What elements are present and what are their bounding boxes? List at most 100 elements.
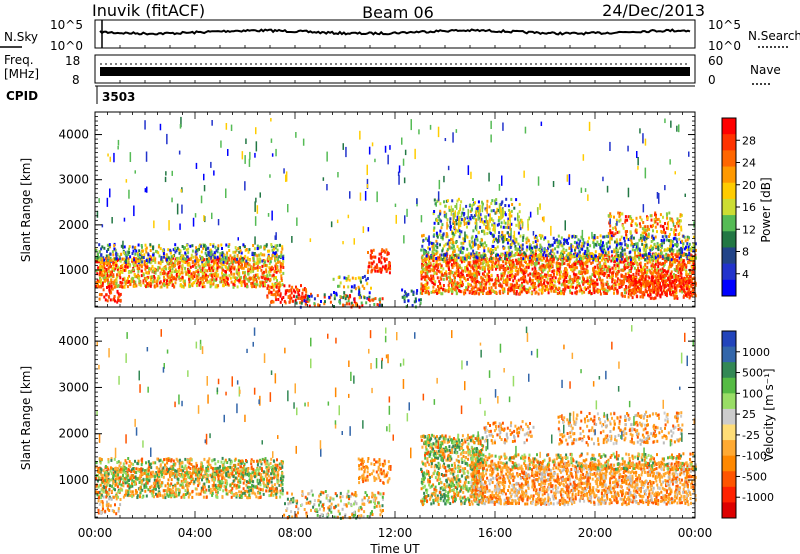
range-gate-cell [444, 273, 447, 277]
range-gate-cell [550, 279, 553, 283]
range-gate-cell [96, 279, 99, 283]
range-gate-cell [560, 243, 563, 247]
range-gate-cell [558, 277, 561, 281]
range-gate-cell [276, 279, 278, 283]
range-gate-cell [452, 250, 454, 254]
range-gate-cell [436, 291, 439, 295]
range-gate-cell [475, 272, 478, 276]
range-gate-cell [589, 244, 592, 248]
range-gate-cell [254, 266, 257, 270]
range-gate-cell [426, 272, 429, 276]
range-gate-cell [517, 278, 520, 282]
range-gate-cell [297, 296, 300, 300]
range-gate-cell [568, 265, 571, 268]
range-gate-cell [603, 291, 606, 295]
range-gate-cell [468, 242, 471, 246]
range-gate-cell [217, 273, 220, 277]
range-gate-cell [669, 272, 672, 276]
range-gate-cell [422, 238, 425, 242]
range-gate-cell [258, 253, 261, 257]
range-gate-cell [420, 271, 423, 274]
range-gate-cell [661, 235, 664, 239]
range-gate-cell [519, 268, 522, 272]
range-gate-cell [181, 264, 184, 268]
range-gate-cell [603, 273, 606, 277]
range-gate-cell [174, 247, 176, 251]
range-gate-cell [456, 286, 459, 290]
range-gate-cell [450, 237, 452, 241]
range-gate-cell [256, 268, 259, 272]
range-gate-cell [372, 260, 375, 264]
range-gate-cell [209, 266, 212, 270]
range-gate-cell [487, 267, 490, 271]
range-gate-cell [281, 245, 284, 249]
range-gate-cell [642, 268, 645, 272]
range-gate-cell [466, 273, 468, 277]
range-gate-cell [438, 258, 441, 262]
range-gate-cell [475, 267, 478, 271]
range-gate-cell [519, 253, 522, 257]
range-gate-cell [166, 262, 169, 266]
range-gate-cell [535, 252, 537, 256]
range-gate-cell [185, 257, 187, 261]
range-gate-cell [152, 280, 154, 284]
range-gate-cell [678, 263, 681, 267]
range-gate-cell [425, 264, 428, 268]
range-gate-cell [602, 244, 605, 248]
range-gate-cell [146, 262, 148, 266]
range-gate-cell [181, 259, 184, 263]
range-gate-cell [596, 272, 599, 276]
range-gate-cell [178, 251, 181, 255]
range-gate-cell [302, 295, 305, 299]
range-gate-cell [632, 279, 635, 283]
range-gate-cell [127, 270, 130, 274]
range-gate-cell [692, 271, 695, 274]
range-gate-cell [487, 274, 490, 278]
range-gate-cell [559, 240, 562, 244]
range-gate-cell [279, 300, 282, 304]
range-gate-cell [665, 259, 668, 263]
range-gate-cell [525, 261, 527, 264]
range-gate-cell [503, 257, 506, 261]
range-gate-cell [457, 265, 460, 269]
range-gate-cell [188, 277, 190, 281]
range-gate-cell [128, 245, 131, 249]
range-gate-cell [281, 247, 284, 251]
range-gate-cell [147, 257, 150, 261]
range-gate-cell [682, 259, 684, 263]
range-gate-cell [138, 263, 141, 267]
range-gate-cell [688, 285, 691, 289]
range-gate-cell [166, 274, 169, 278]
range-gate-cell [134, 263, 137, 267]
range-gate-cell [617, 257, 620, 260]
range-gate-cell [132, 264, 135, 267]
range-gate-cell [686, 238, 689, 242]
range-gate-cell [347, 285, 350, 289]
range-gate-cell [456, 281, 459, 285]
range-gate-cell [367, 269, 370, 273]
range-gate-cell [601, 272, 604, 276]
range-gate-cell [530, 291, 533, 295]
range-gate-cell [556, 272, 558, 276]
range-gate-cell [668, 254, 671, 258]
range-gate-cell [600, 249, 603, 253]
range-gate-cell [214, 272, 217, 276]
range-gate-cell [580, 270, 583, 274]
range-gate-cell [636, 262, 639, 266]
range-gate-cell [664, 248, 667, 252]
range-gate-cell [603, 267, 606, 271]
range-gate-cell [110, 281, 113, 285]
range-gate-cell [149, 282, 152, 285]
range-gate-cell [505, 254, 508, 257]
range-gate-cell [156, 280, 159, 284]
range-gate-cell [107, 248, 110, 251]
range-gate-cell [681, 248, 684, 252]
range-gate-cell [421, 256, 424, 259]
range-gate-cell [263, 264, 266, 268]
range-gate-cell [614, 240, 616, 244]
range-gate-cell [521, 243, 524, 247]
range-gate-cell [445, 261, 447, 265]
range-gate-cell [654, 265, 656, 269]
range-gate-cell [370, 270, 373, 274]
range-gate-cell [117, 298, 120, 302]
